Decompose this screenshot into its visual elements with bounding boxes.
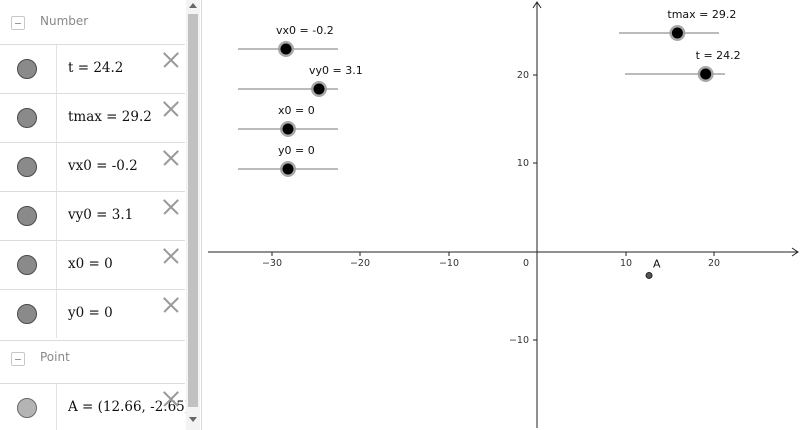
algebra-row-vx0[interactable]: vx0 = -0.2	[0, 142, 185, 191]
definition-text[interactable]: vx0 = -0.2	[68, 158, 138, 174]
x-tick-label: 20	[708, 258, 720, 269]
y-tick-label: 10	[517, 158, 529, 169]
point-A[interactable]	[645, 271, 653, 279]
point-A-label: A	[653, 257, 661, 270]
algebra-row-vy0[interactable]: vy0 = 3.1	[0, 191, 185, 240]
group-title: Point	[40, 350, 70, 364]
slider-label-y0: y0 = 0	[278, 144, 315, 157]
x-axis-arrow-icon	[791, 247, 799, 257]
y-axis-arrow-icon	[532, 1, 542, 9]
definition-text[interactable]: tmax = 29.2	[68, 109, 152, 125]
delete-icon[interactable]	[162, 100, 180, 118]
scroll-down-arrow-icon[interactable]	[186, 414, 200, 426]
slider-label-vy0: vy0 = 3.1	[309, 64, 363, 77]
collapse-icon[interactable]	[11, 16, 25, 30]
x-tick-label: −20	[350, 258, 370, 269]
visibility-toggle-icon[interactable]	[17, 255, 37, 275]
definition-text[interactable]: y0 = 0	[68, 305, 113, 321]
graphics-canvas[interactable]: −30 −20 −10 0 10 20 20 10 −10 vx0 = -0.2…	[208, 0, 800, 430]
scroll-thumb[interactable]	[188, 14, 198, 407]
slider-label-tmax: tmax = 29.2	[667, 8, 736, 21]
y-tick-label: 20	[517, 70, 529, 81]
x-tick-label: −10	[439, 258, 459, 269]
algebra-row-A[interactable]: A = (12.66, -2.65)	[0, 383, 190, 430]
algebra-scrollbar[interactable]	[186, 0, 200, 430]
algebra-row-tmax[interactable]: tmax = 29.2	[0, 93, 185, 142]
slider-knob-x0[interactable]	[282, 123, 294, 135]
slider-knob-t[interactable]	[700, 68, 712, 80]
visibility-toggle-icon[interactable]	[17, 59, 37, 79]
slider-knob-vy0[interactable]	[313, 83, 325, 95]
algebra-row-x0[interactable]: x0 = 0	[0, 240, 185, 289]
visibility-toggle-icon[interactable]	[17, 157, 37, 177]
x-tick-label: 0	[523, 258, 529, 269]
algebra-row-t[interactable]: t = 24.2	[0, 44, 185, 93]
slider-knob-y0[interactable]	[282, 163, 294, 175]
collapse-icon[interactable]	[11, 352, 25, 366]
group-point-header[interactable]: Point	[0, 340, 185, 377]
slider-label-vx0: vx0 = -0.2	[276, 24, 334, 37]
definition-text[interactable]: t = 24.2	[68, 60, 124, 76]
algebra-row-y0[interactable]: y0 = 0	[0, 289, 185, 338]
slider-knob-tmax[interactable]	[671, 27, 683, 39]
visibility-toggle-icon[interactable]	[17, 398, 37, 418]
y-tick-label: −10	[509, 335, 529, 346]
definition-text[interactable]: A = (12.66, -2.65)	[68, 399, 191, 415]
slider-knob-vx0[interactable]	[280, 43, 292, 55]
x-tick-marks	[271, 252, 715, 256]
scroll-up-arrow-icon[interactable]	[186, 0, 200, 12]
delete-icon[interactable]	[162, 149, 180, 167]
x-tick-label: 10	[620, 258, 632, 269]
y-tick-marks	[533, 74, 537, 341]
delete-icon[interactable]	[162, 247, 180, 265]
graphics-view[interactable]: −30 −20 −10 0 10 20 20 10 −10 vx0 = -0.2…	[208, 0, 800, 430]
x-tick-label: −30	[262, 258, 282, 269]
definition-text[interactable]: vy0 = 3.1	[68, 207, 134, 223]
delete-icon[interactable]	[162, 198, 180, 216]
group-number-header[interactable]: Number	[0, 5, 185, 41]
delete-icon[interactable]	[162, 296, 180, 314]
slider-label-x0: x0 = 0	[278, 104, 315, 117]
visibility-toggle-icon[interactable]	[17, 206, 37, 226]
visibility-toggle-icon[interactable]	[17, 108, 37, 128]
algebra-view: Number t = 24.2 tmax = 29.2 vx0 = -0.2 v…	[0, 0, 200, 430]
slider-label-t: t = 24.2	[696, 49, 741, 62]
definition-text[interactable]: x0 = 0	[68, 256, 113, 272]
delete-icon[interactable]	[162, 51, 180, 69]
visibility-toggle-icon[interactable]	[17, 304, 37, 324]
delete-icon[interactable]	[162, 390, 180, 408]
view-divider[interactable]	[201, 0, 208, 430]
group-title: Number	[40, 14, 89, 28]
